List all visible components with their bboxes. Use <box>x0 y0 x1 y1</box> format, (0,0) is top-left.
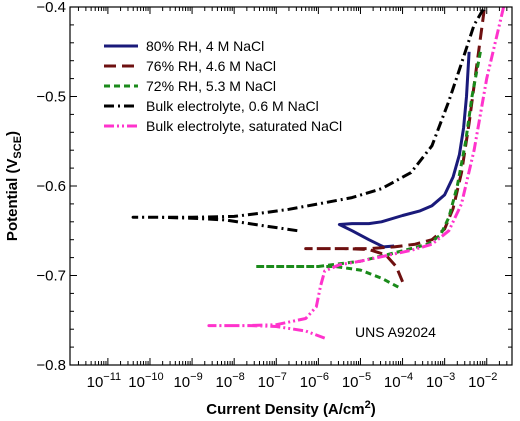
x-tick-label: 10−6 <box>300 371 329 391</box>
alloy-annotation: UNS A92024 <box>355 324 436 340</box>
series-layer <box>131 6 506 340</box>
series-line-3 <box>253 51 482 289</box>
y-tick-label: −0.5 <box>36 89 66 106</box>
y-tick-label: −0.7 <box>36 268 66 285</box>
legend-label-4: Bulk electrolyte, 0.6 M NaCl <box>146 98 319 114</box>
legend-label-5: Bulk electrolyte, saturated NaCl <box>146 118 342 134</box>
x-tick-label: 10−4 <box>384 371 413 391</box>
plot-frame <box>69 6 513 366</box>
x-tick-exponent: −8 <box>232 371 245 383</box>
x-tick-base: 10 <box>384 374 401 391</box>
x-axis-title: Current Density (A/cm2) <box>206 399 376 418</box>
x-axis-title-sup: 2 <box>365 399 371 411</box>
x-tick-exponent: −5 <box>359 371 372 383</box>
series-line-1 <box>337 51 471 249</box>
legend: 80% RH, 4 M NaCl 76% RH, 4.6 M NaCl 72% RH… <box>104 38 342 134</box>
x-tick-label: 10−10 <box>128 371 163 391</box>
x-tick-exponent: −7 <box>274 371 287 383</box>
y-axis-title-main: Potential (V <box>4 159 21 242</box>
x-tick-exponent: −10 <box>145 371 164 383</box>
x-tick-exponent: −2 <box>485 371 498 383</box>
x-tick-label: 10−8 <box>216 371 245 391</box>
x-tick-base: 10 <box>216 374 233 391</box>
series-line-4 <box>131 6 486 233</box>
x-tick-label: 10−9 <box>173 371 202 391</box>
x-tick-label: 10−7 <box>258 371 287 391</box>
x-tick-base: 10 <box>128 374 145 391</box>
y-axis-title-end: ) <box>4 131 21 136</box>
x-tick-exponent: −6 <box>316 371 329 383</box>
legend-label-2: 76% RH, 4.6 M NaCl <box>146 58 276 74</box>
x-tick-exponent: −9 <box>190 371 203 383</box>
x-tick-label: 10−2 <box>468 371 497 391</box>
x-tick-base: 10 <box>468 374 485 391</box>
x-tick-base: 10 <box>258 374 275 391</box>
x-tick-base: 10 <box>173 374 190 391</box>
x-axis-title-main: Current Density (A/cm <box>206 401 364 418</box>
x-tick-label: 10−11 <box>87 371 122 391</box>
x-axis-title-end: ) <box>371 401 376 418</box>
x-tick-base: 10 <box>342 374 359 391</box>
y-tick-label: −0.4 <box>36 0 66 16</box>
legend-label-3: 72% RH, 5.3 M NaCl <box>146 78 276 94</box>
x-tick-exponent: −3 <box>443 371 456 383</box>
y-tick-label: −0.8 <box>36 357 66 374</box>
y-axis-title-sub: SCE <box>12 136 24 159</box>
x-tick-base: 10 <box>300 374 317 391</box>
x-tick-label: 10−5 <box>342 371 371 391</box>
legend-label-1: 80% RH, 4 M NaCl <box>146 38 264 54</box>
x-tick-exponent: −11 <box>103 371 121 383</box>
series-line-2 <box>304 6 487 283</box>
series-line-5 <box>207 6 506 340</box>
y-tick-label: −0.6 <box>36 178 66 195</box>
x-tick-label: 10−3 <box>426 371 455 391</box>
y-axis-title: Potential (VSCE) <box>4 131 24 241</box>
x-tick-base: 10 <box>87 374 104 391</box>
x-tick-base: 10 <box>426 374 443 391</box>
ticks-layer: 10−11 10−10 10−9 10−8 10−7 10−6 10−5 10−4 10−3 10… <box>36 0 512 391</box>
x-tick-exponent: −4 <box>401 371 414 383</box>
